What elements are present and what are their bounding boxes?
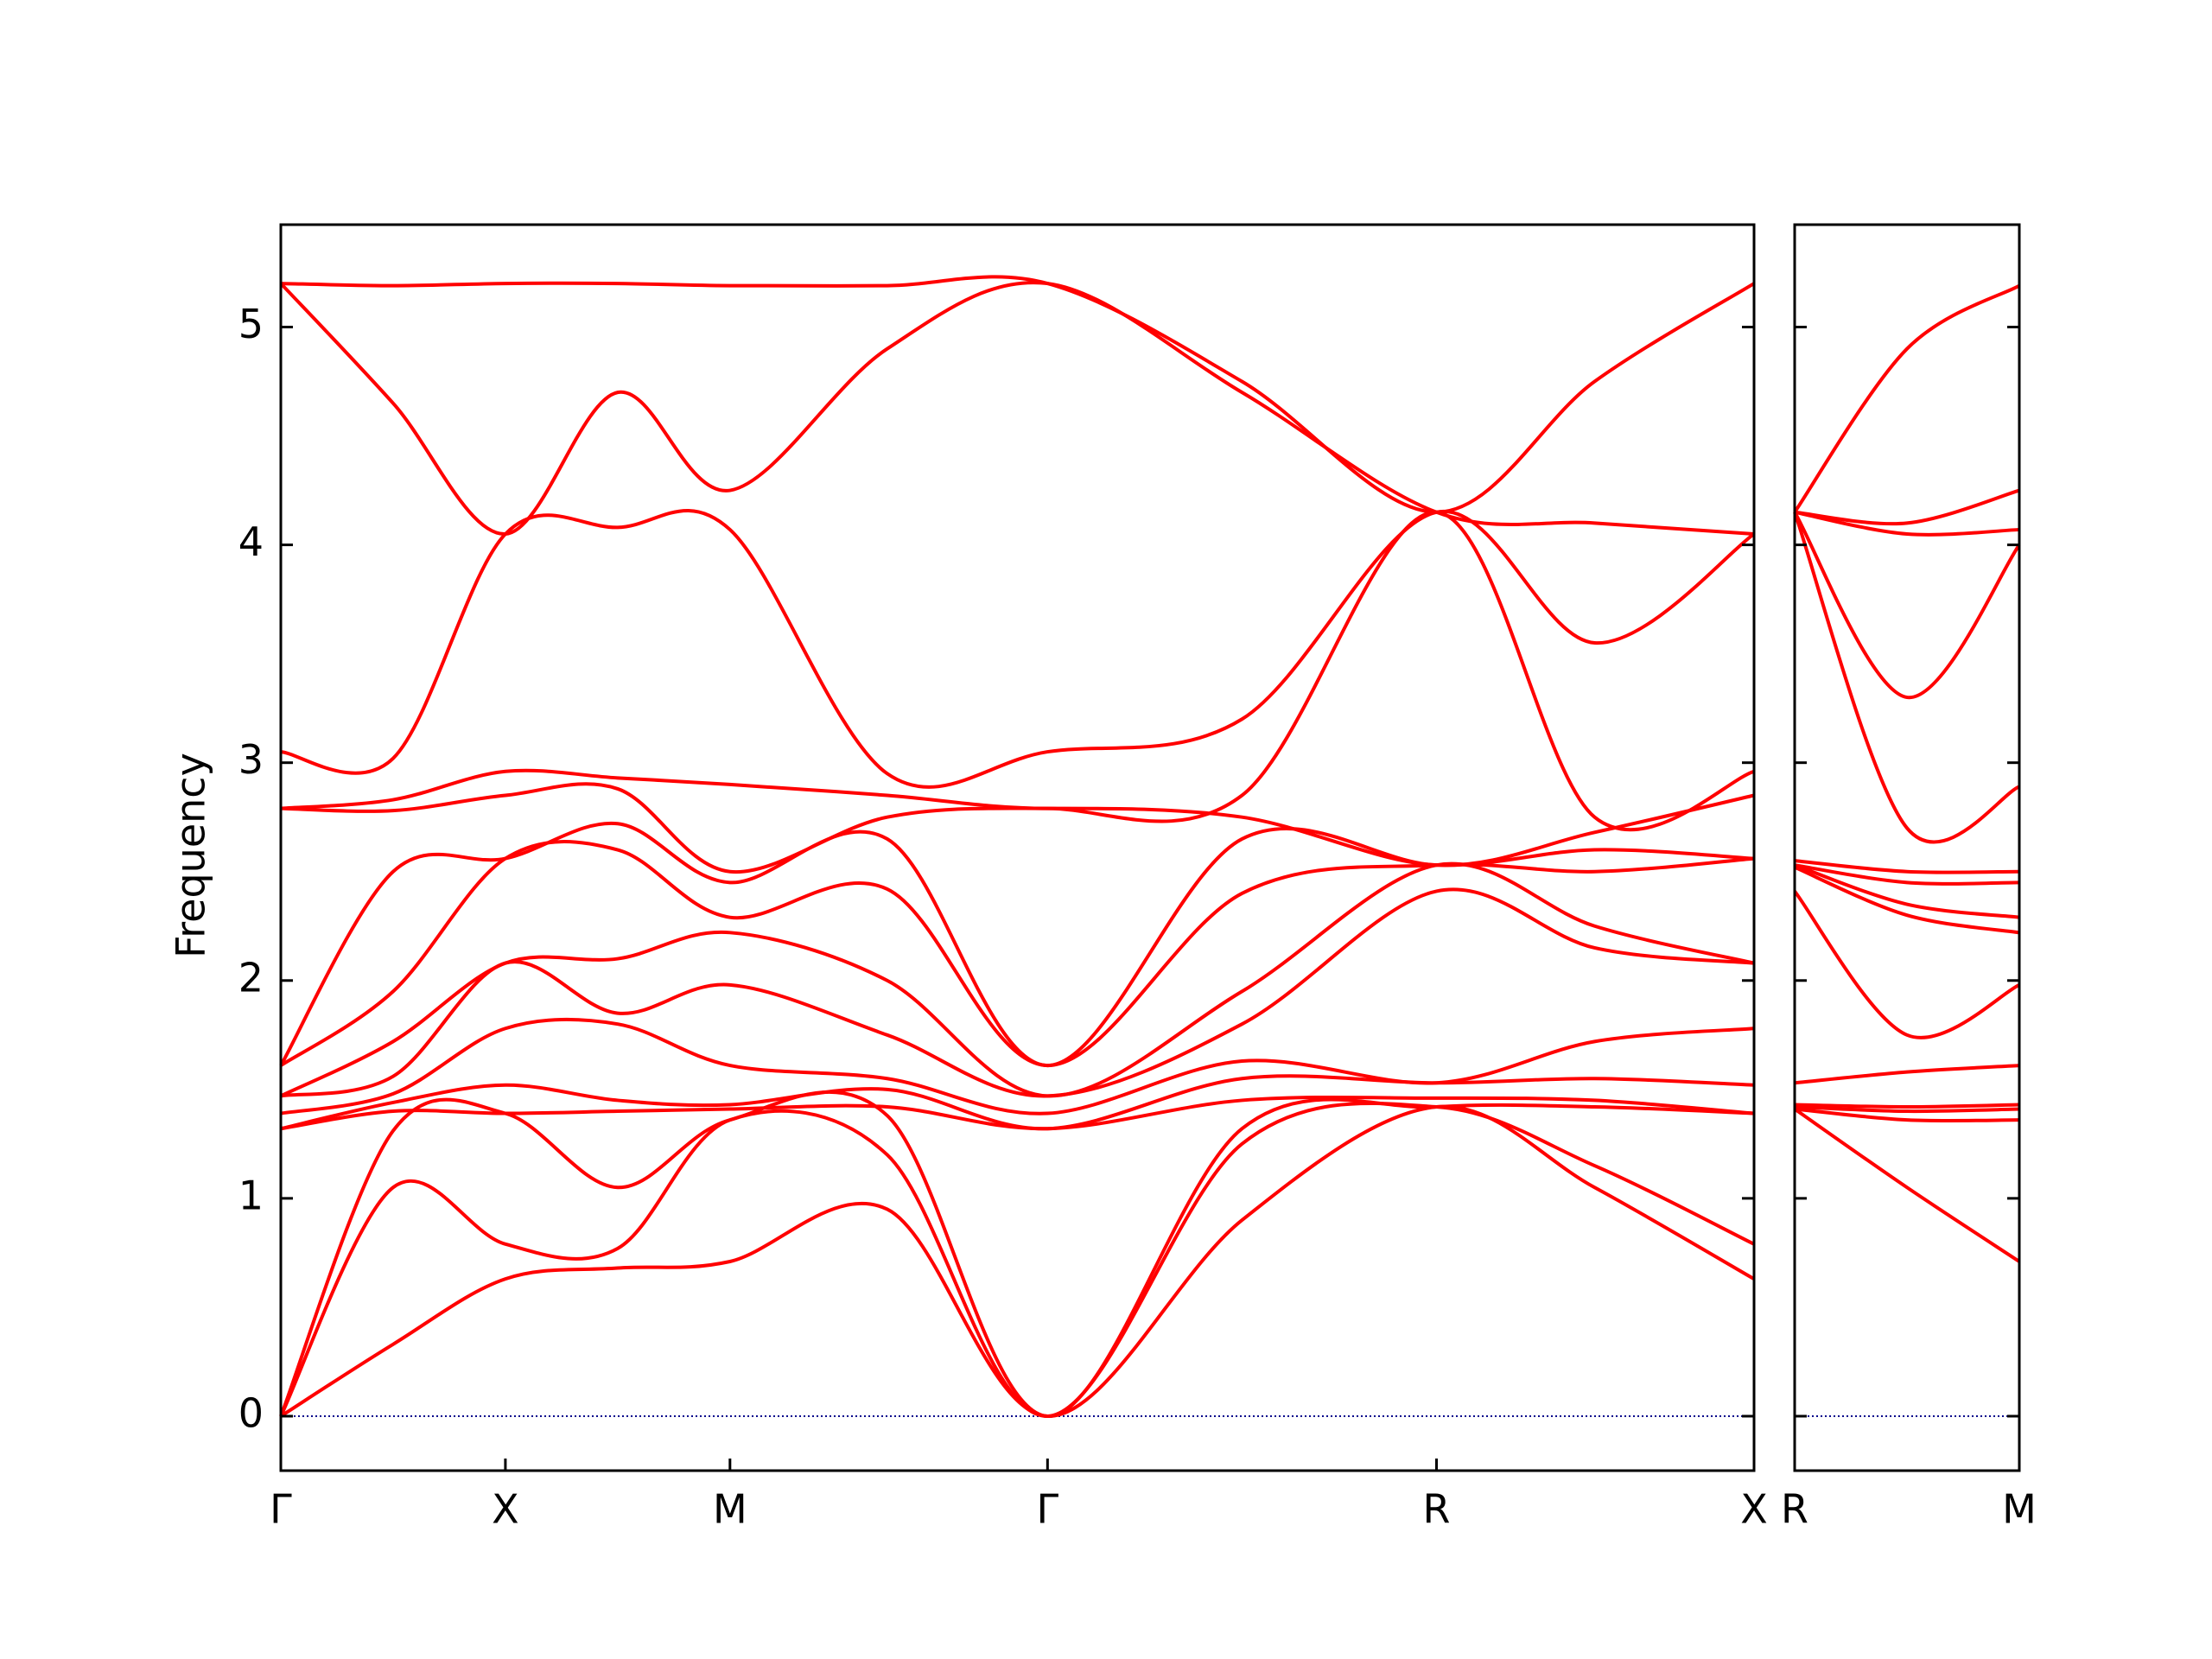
plot-frame <box>279 223 1756 1472</box>
band-line <box>1793 890 2020 1039</box>
band-line <box>279 281 1755 536</box>
y-tick-label: 1 <box>238 1172 264 1218</box>
x-tick-label: R <box>1781 1486 1808 1533</box>
band-line <box>280 275 1756 514</box>
x-tick-label: X <box>1740 1486 1768 1533</box>
band-line <box>1794 863 2020 886</box>
x-tick-label: R <box>1423 1486 1451 1533</box>
band-line <box>280 782 1755 874</box>
band-line <box>279 1090 1755 1418</box>
band-line <box>279 840 1755 1068</box>
band-line <box>1794 865 2020 935</box>
plot-frame <box>1793 223 2021 1472</box>
band-line <box>280 887 1755 1098</box>
y-tick-label: 3 <box>238 736 264 783</box>
band-line <box>1793 283 2020 513</box>
band-line <box>1793 512 2020 844</box>
band-line <box>280 1017 1755 1116</box>
y-tick-label: 0 <box>238 1389 264 1436</box>
band-line <box>279 1101 1755 1418</box>
band-line <box>1794 1064 2020 1085</box>
y-tick-label: 4 <box>238 518 264 565</box>
band-line <box>1794 1103 2020 1109</box>
band-line <box>1793 1107 2021 1263</box>
x-tick-label: Γ <box>270 1486 292 1533</box>
band-line <box>1794 488 2020 526</box>
y-tick-label: 2 <box>238 954 264 1001</box>
band-line <box>280 510 1755 832</box>
y-tick-label: 5 <box>238 301 264 347</box>
band-line <box>280 508 1756 789</box>
x-tick-label: M <box>2002 1486 2037 1533</box>
x-tick-label: M <box>713 1486 747 1533</box>
band-line <box>1793 511 2021 700</box>
y-axis-label: Frequency <box>168 753 214 958</box>
band-line <box>279 1104 1755 1418</box>
band-line <box>1794 863 2020 919</box>
x-tick-label: X <box>492 1486 519 1533</box>
band-line <box>280 861 1755 1098</box>
band-line <box>1794 859 2020 874</box>
band-line <box>280 1074 1755 1131</box>
band-line <box>1794 510 2020 537</box>
x-tick-label: Γ <box>1037 1486 1059 1533</box>
band-line <box>1794 1107 2020 1123</box>
band-line <box>1794 1105 2020 1114</box>
band-line <box>280 1095 1755 1131</box>
